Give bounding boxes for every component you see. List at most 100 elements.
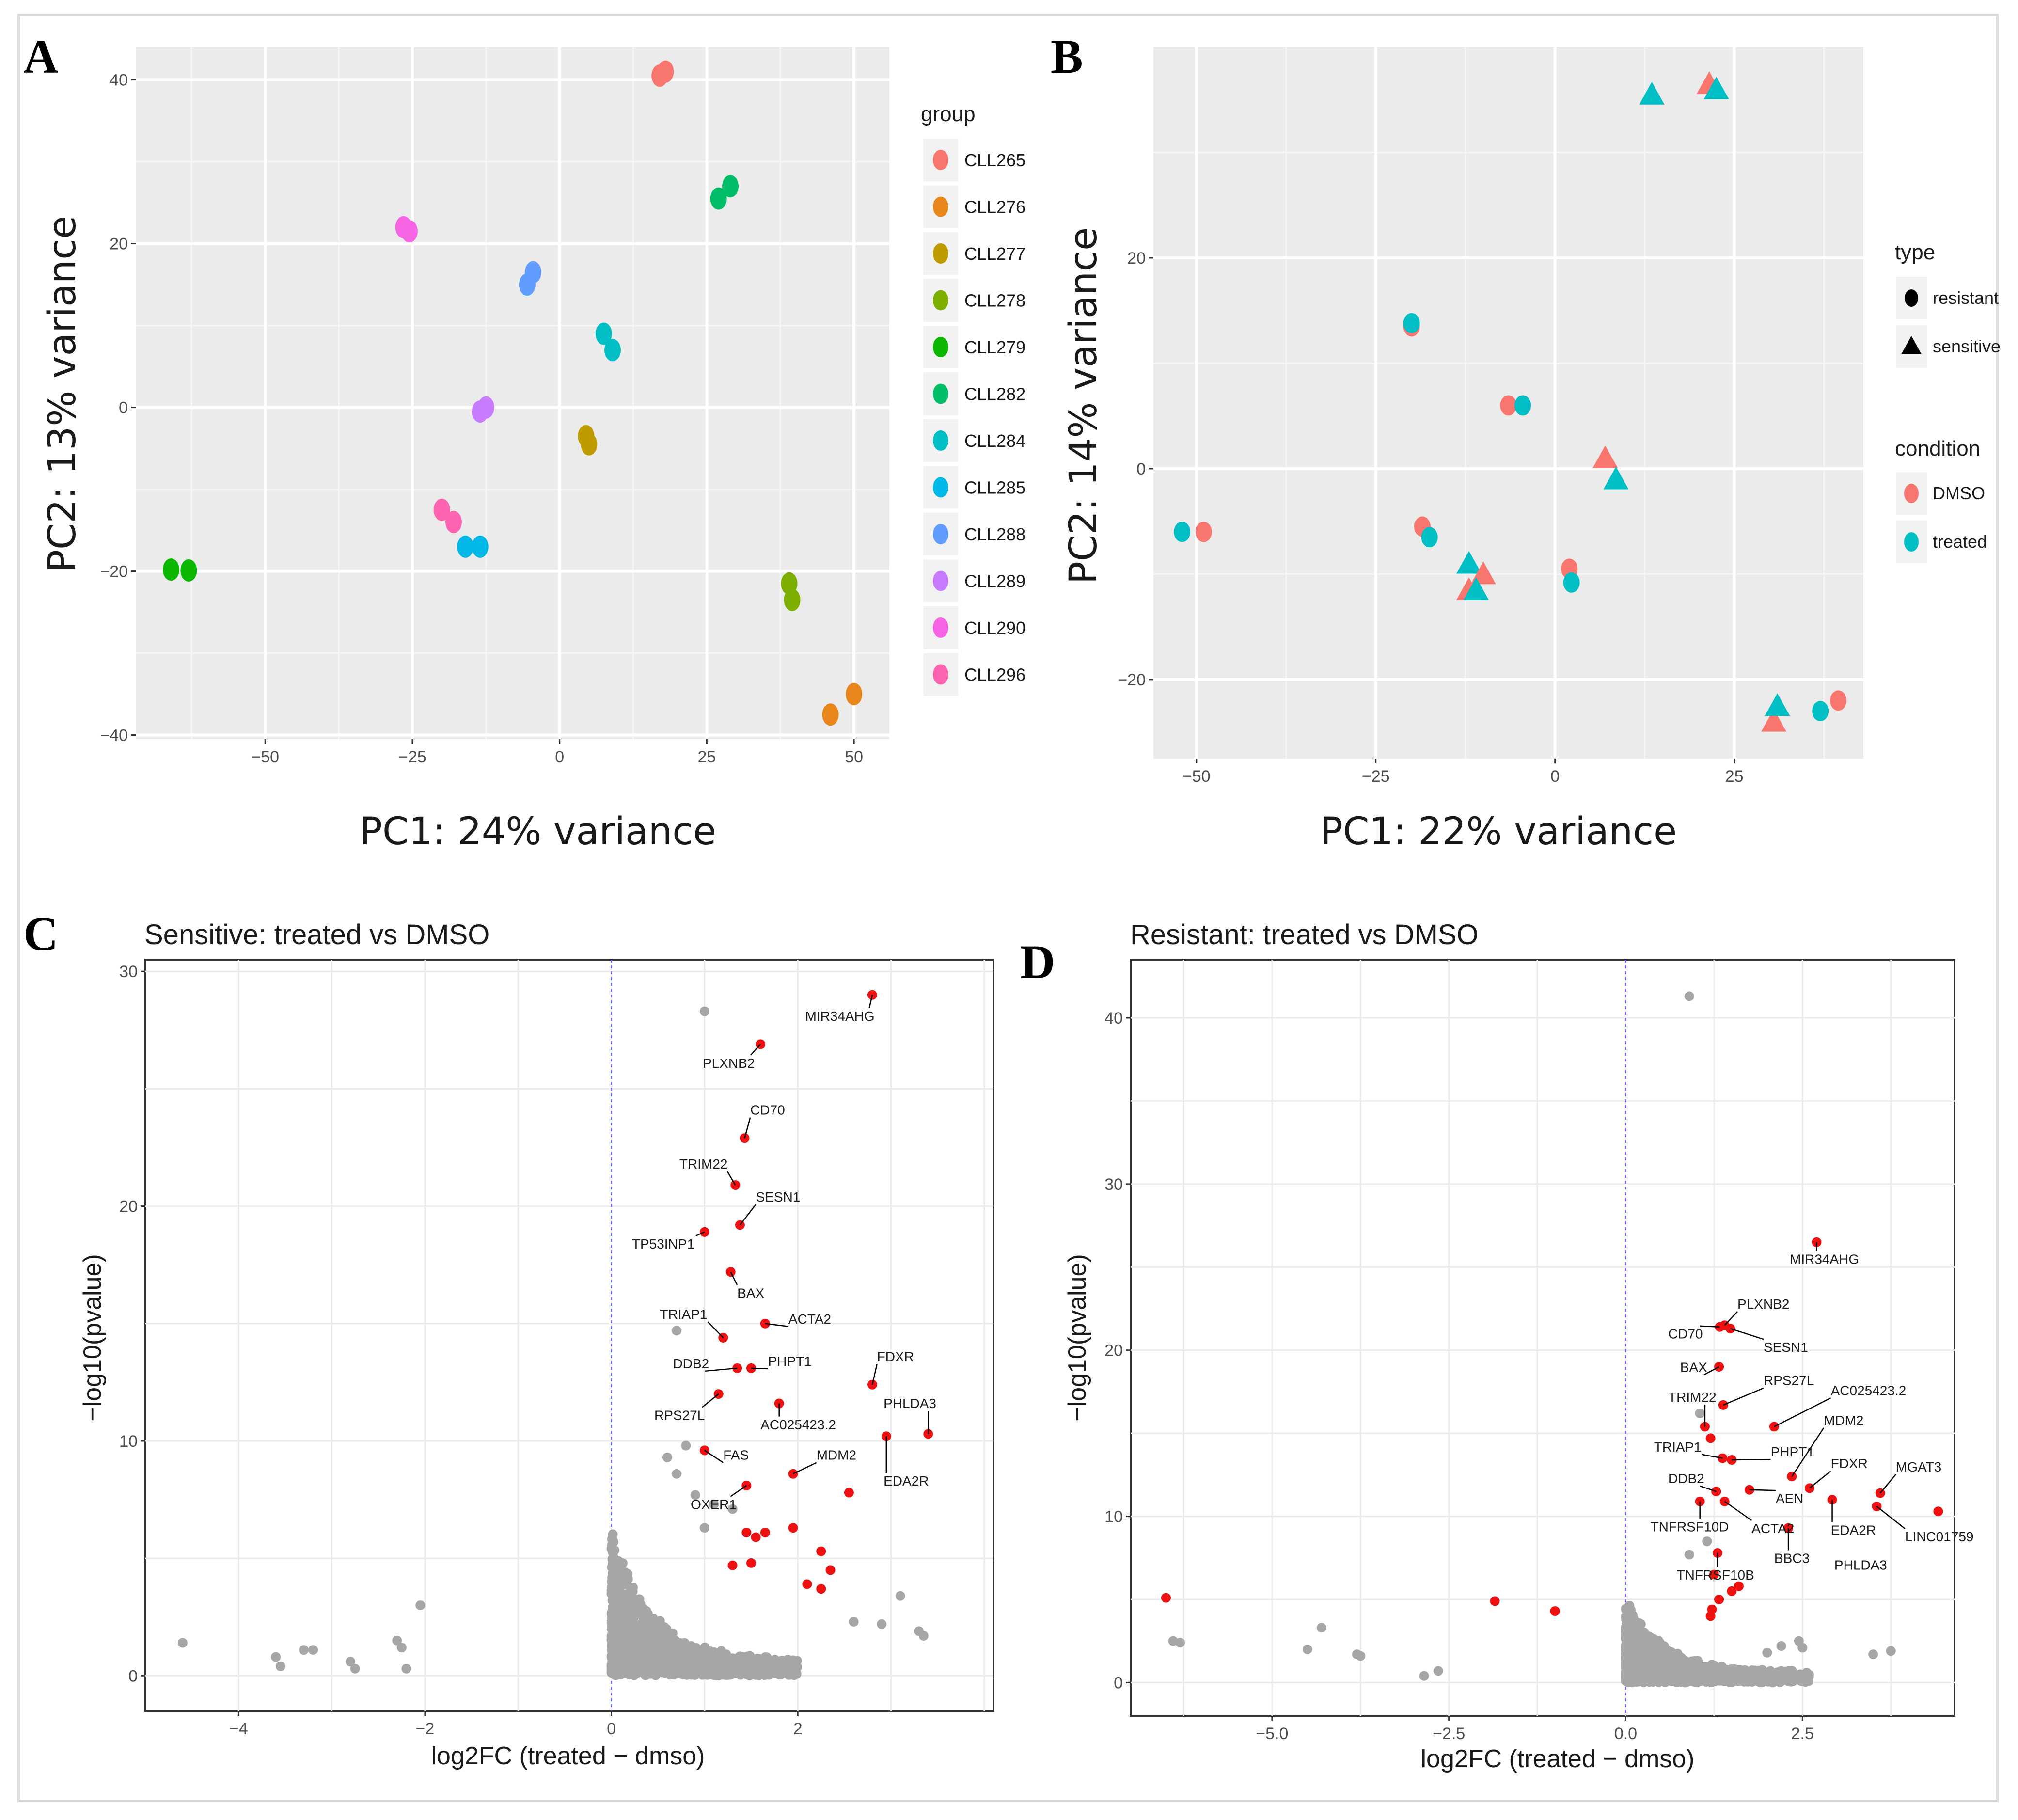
legend-swatch-cll278 (933, 290, 948, 311)
plot-a-y-label: PC2: 13% variance (41, 216, 84, 572)
gene-point-ns (768, 1666, 778, 1676)
gene-point-ns (1797, 1643, 1808, 1653)
plot-b-points (1174, 71, 1847, 732)
label-connector (1700, 1485, 1717, 1492)
gene-point-ns (1629, 1674, 1639, 1684)
legend-label-cll276: CLL276 (964, 197, 1025, 217)
label-connector (1809, 1471, 1831, 1489)
gene-point-sig (802, 1579, 812, 1589)
gene-point-ns (1671, 1665, 1681, 1675)
gene-point-ns (392, 1635, 402, 1646)
plot-c-title: Sensitive: treated vs DMSO (144, 919, 489, 950)
legend-swatch-cll277 (933, 243, 948, 264)
gene-point-sig (1705, 1611, 1716, 1621)
label-connector (1774, 1397, 1831, 1427)
gene-point-ns (1675, 1657, 1686, 1667)
label-connector (1879, 1474, 1896, 1494)
plot-a-legend-title: group (921, 102, 976, 126)
gene-point-ns (1621, 1672, 1631, 1682)
legend-label-cll279: CLL279 (964, 337, 1025, 357)
plot-a-legend: CLL265 CLL276 CLL277 CLL278 CLL279 CLL282 CLL2… (923, 139, 1025, 696)
panel-letter-a: A (23, 30, 58, 83)
gene-point-ns (629, 1670, 639, 1680)
gene-point-ns (1640, 1651, 1650, 1662)
gene-point-ns (1711, 1670, 1721, 1680)
plot-a-points (162, 60, 863, 726)
plot-a-y-tick-label: 20 (110, 235, 128, 253)
legend-label-dmso: DMSO (1933, 483, 1985, 503)
gene-label-bbc3: BBC3 (1774, 1551, 1810, 1566)
gene-label-fdxr: FDXR (1831, 1456, 1868, 1471)
gene-point-sig (1161, 1593, 1171, 1603)
gene-label-ac025423-2: AC025423.2 (1831, 1383, 1907, 1398)
legend-label-cll285: CLL285 (964, 478, 1025, 498)
gene-point-ns (628, 1583, 638, 1593)
legend-swatch-cll285 (933, 477, 948, 498)
gene-label-ac025423-2: AC025423.2 (760, 1417, 836, 1432)
gene-point-ns (1718, 1672, 1729, 1682)
gene-point-ns (609, 1573, 619, 1583)
gene-point-ns (662, 1452, 672, 1462)
pca-point-treated-resistant (1403, 313, 1420, 333)
gene-point-ns (1666, 1675, 1676, 1685)
pca-point-cll279 (180, 559, 197, 582)
pca-point-cll296 (433, 498, 450, 521)
pca-point-treated-sensitive (1463, 577, 1489, 600)
gene-point-sig (844, 1488, 854, 1498)
gene-point-ns (709, 1499, 719, 1509)
pca-point-cll278 (784, 588, 801, 611)
legend-swatch-resistant (1905, 289, 1918, 307)
gene-point-ns (663, 1634, 674, 1645)
gene-point-ns (699, 1523, 709, 1533)
legend-swatch-cll265 (933, 150, 948, 170)
plot-d-ticks: −5.0 −2.5 0.0 2.5 0 10 20 30 40 (1104, 1009, 1814, 1743)
plot-d-points (1161, 991, 1943, 1688)
pca-point-cll296 (445, 511, 462, 534)
plot-c-points (177, 990, 933, 1681)
gene-label-plxnb2: PLXNB2 (1737, 1297, 1789, 1312)
pca-point-dmso-resistant (1500, 395, 1517, 416)
gene-point-ns (691, 1664, 701, 1675)
plot-a-y-tick-label: −40 (100, 727, 128, 745)
gene-point-ns (672, 1646, 682, 1656)
gene-point-ns (895, 1591, 905, 1601)
gene-label-eda2r: EDA2R (1831, 1522, 1876, 1537)
gene-label-triap1: TRIAP1 (660, 1307, 708, 1322)
plot-c-y-tick-label: 0 (128, 1667, 138, 1685)
gene-point-ns (711, 1653, 721, 1663)
legend-swatch-cll289 (933, 570, 948, 591)
plot-d-y-tick-label: 30 (1104, 1175, 1123, 1194)
plot-d-y-tick-label: 20 (1104, 1342, 1123, 1360)
pca-point-treated-resistant (1563, 572, 1580, 593)
gene-point-ns (849, 1616, 859, 1627)
legend-swatch-treated (1904, 532, 1919, 552)
gene-label-tp53inp1: TP53INP1 (632, 1236, 694, 1251)
plot-c-point-layer (177, 990, 933, 1681)
plot-c-y-tick-label: 10 (119, 1432, 138, 1451)
plot-c-x-tick-label: 2 (793, 1720, 803, 1738)
legend-swatch-cll279 (933, 337, 948, 357)
gene-point-ns (1688, 1675, 1699, 1685)
pca-point-dmso-sensitive (1592, 445, 1618, 468)
gene-point-sig (1714, 1595, 1724, 1604)
pca-point-treated-sensitive (1456, 551, 1482, 574)
gene-point-ns (271, 1652, 281, 1662)
gene-point-ns (608, 1529, 618, 1539)
label-connector (750, 1044, 761, 1056)
plot-d-x-tick-label: −5.0 (1256, 1725, 1288, 1743)
legend-label-cll282: CLL282 (964, 384, 1025, 404)
label-connector (1700, 1325, 1720, 1328)
gene-point-ns (637, 1618, 647, 1628)
volcano-plot-d: Resistant: treated vs DMSO MIR34AHG PLXNB… (1063, 919, 1974, 1773)
label-connector (1703, 1366, 1719, 1376)
label-connector (1702, 1454, 1723, 1459)
plot-b-grid (1153, 47, 1863, 759)
label-connector (702, 1393, 719, 1408)
legend-label-cll289: CLL289 (964, 571, 1025, 591)
label-connector (704, 1450, 724, 1463)
gene-point-ns (615, 1597, 626, 1607)
pca-point-dmso-resistant (1830, 690, 1847, 711)
plot-d-x-label: log2FC (treated − dmso) (1420, 1745, 1694, 1773)
legend-swatch-sensitive (1901, 336, 1922, 354)
